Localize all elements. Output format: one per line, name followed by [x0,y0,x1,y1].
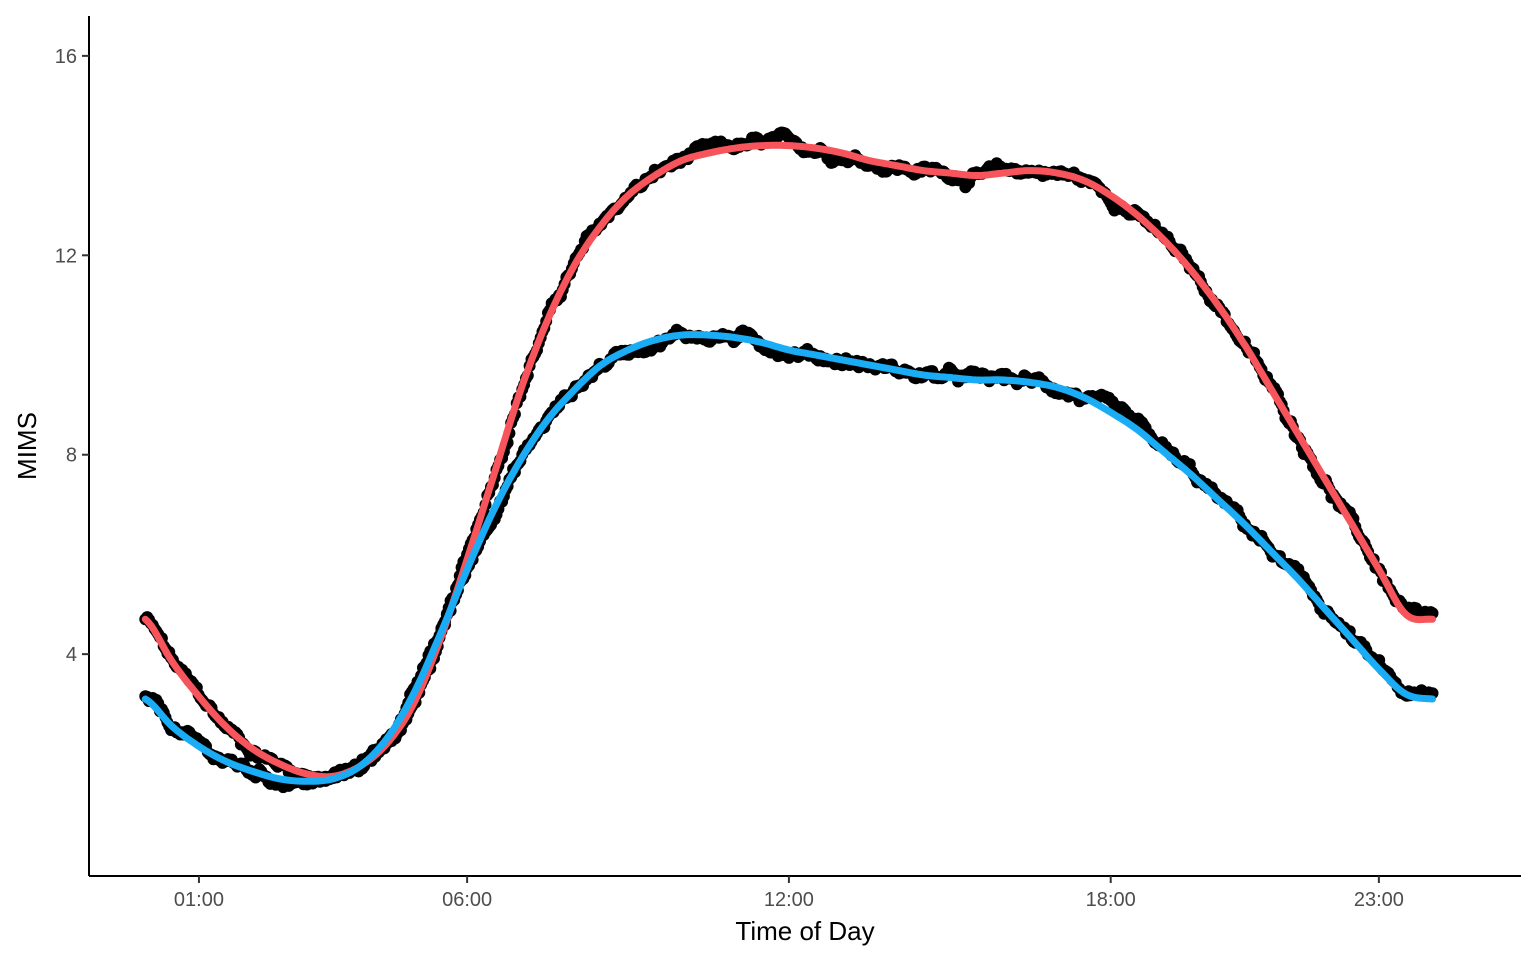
x-axis-ticks: 01:00 06:00 12:00 18:00 23:00 [174,876,1404,911]
x-tick-label: 18:00 [1086,889,1136,911]
y-tick-label: 12 [55,245,77,267]
data-points [139,126,1439,794]
x-tick-label: 06:00 [442,889,492,911]
x-tick-label: 01:00 [174,889,224,911]
y-tick-label: 4 [66,644,77,666]
y-tick-label: 8 [66,445,77,467]
y-axis-ticks: 4 8 12 16 [55,46,89,666]
smooth-line-series-2 [141,331,1436,785]
y-axis-title: MIMS [12,412,42,480]
x-axis-title: Time of Day [735,916,874,946]
x-tick-label: 23:00 [1354,889,1404,911]
x-tick-label: 12:00 [764,889,814,911]
smooth-line-series-1 [141,141,1436,781]
y-tick-label: 16 [55,46,77,68]
smooth-lines [141,141,1436,785]
